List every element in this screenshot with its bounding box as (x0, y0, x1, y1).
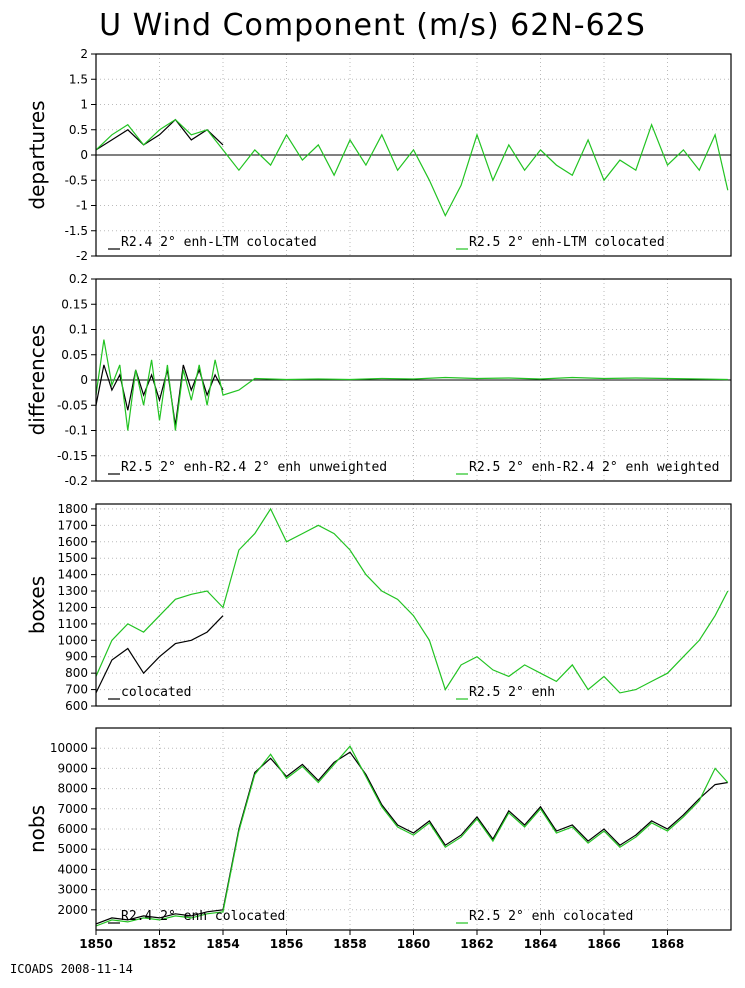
chart-panel-departures: -2 -1.5 -1 -0.5 0 0.5 1 1.5 2 departures R2.4 2° e… (25, 47, 732, 263)
y-tick-label: 0.5 (69, 123, 88, 137)
y-tick-label: 2000 (57, 903, 88, 917)
y-tick-label: 0.05 (61, 348, 88, 362)
y-tick-label: 9000 (57, 761, 88, 775)
y-axis-label: departures (25, 100, 49, 209)
y-tick-label: 900 (65, 650, 88, 664)
y-tick-label: 600 (65, 699, 88, 713)
y-tick-label: 1700 (57, 518, 88, 532)
y-tick-label: 800 (65, 666, 88, 680)
legend-label: R2.4 2° enh colocated (121, 909, 285, 924)
y-tick-label: 8000 (57, 782, 88, 796)
y-tick-label: 5000 (57, 842, 88, 856)
x-tick-label: 1866 (587, 937, 620, 951)
y-tick-label: 4000 (57, 862, 88, 876)
page-title: U Wind Component (m/s) 62N-62S (99, 8, 646, 43)
series-line-b (95, 745, 729, 927)
y-tick-label: 1500 (57, 551, 88, 565)
legend-label: R2.5 2° enh-LTM colocated (469, 235, 665, 250)
y-tick-label: 1000 (57, 633, 88, 647)
plot-frame (95, 503, 732, 707)
y-axis-label: boxes (25, 576, 49, 634)
y-tick-label: 2 (80, 47, 88, 61)
y-tick-label: -1 (76, 199, 88, 213)
legend-label: R2.5 2° enh-R2.4 2° enh unweighted (121, 460, 387, 475)
y-tick-label: 0.15 (61, 297, 88, 311)
y-tick-label: 3000 (57, 883, 88, 897)
footer-source: ICOADS 2008-11-14 (10, 962, 133, 976)
y-tick-label: -0.1 (65, 424, 88, 438)
x-tick-label: 1858 (333, 937, 366, 951)
y-axis-label: nobs (25, 805, 49, 853)
y-tick-label: -0.05 (57, 398, 88, 412)
x-tick-label: 1860 (397, 937, 430, 951)
series-line-b (95, 118, 729, 217)
x-tick-label: 1868 (651, 937, 684, 951)
series-line-b (95, 339, 728, 431)
y-tick-label: -0.2 (65, 474, 88, 488)
series-line-a (95, 118, 224, 151)
y-tick-label: 1.5 (69, 72, 88, 86)
x-tick-label: 1850 (79, 937, 112, 951)
y-tick-label: -0.5 (65, 173, 88, 187)
x-tick-label: 1862 (460, 937, 493, 951)
legend-label: R2.5 2° enh colocated (469, 909, 633, 924)
y-tick-label: 1100 (57, 617, 88, 631)
chart-panel-nobs: 2000 3000 4000 5000 6000 7000 8000 9000 10000 nob… (25, 727, 732, 931)
chart-panel-boxes: 600 700 800 900 1000 1100 1200 1300 1400 1500 1600… (25, 502, 732, 713)
series-line-b (95, 507, 729, 694)
y-tick-label: 0.1 (69, 323, 88, 337)
x-tick-label: 1856 (270, 937, 303, 951)
y-tick-label: 0 (80, 373, 88, 387)
y-tick-label: 1 (80, 98, 88, 112)
y-tick-label: 6000 (57, 822, 88, 836)
y-tick-label: 10000 (50, 741, 88, 755)
y-tick-label: 0 (80, 148, 88, 162)
y-tick-label: 7000 (57, 802, 88, 816)
chart-panel-differences: -0.2 -0.15 -0.1 -0.05 0 0.05 0.1 0.15 0.2 differe… (25, 272, 732, 488)
y-tick-label: 1300 (57, 584, 88, 598)
y-tick-label: 0.2 (69, 272, 88, 286)
series-line-a (95, 615, 224, 694)
x-tick-label: 1864 (524, 937, 557, 951)
y-tick-label: 1400 (57, 568, 88, 582)
y-tick-label: 1200 (57, 600, 88, 614)
y-tick-label: 1800 (57, 502, 88, 516)
y-tick-label: 1600 (57, 535, 88, 549)
legend-label: R2.5 2° enh (469, 685, 555, 700)
y-tick-label: -2 (76, 249, 88, 263)
x-tick-label: 1854 (206, 937, 239, 951)
y-tick-label: 700 (65, 683, 88, 697)
x-tick-label: 1852 (143, 937, 176, 951)
y-axis-label: differences (25, 325, 49, 436)
legend-label: R2.4 2° enh-LTM colocated (121, 235, 317, 250)
y-tick-label: -1.5 (65, 224, 88, 238)
legend-label: colocated (121, 685, 191, 700)
legend-label: R2.5 2° enh-R2.4 2° enh weighted (469, 460, 719, 475)
y-tick-label: -0.15 (57, 449, 88, 463)
series-line-a (95, 751, 728, 925)
